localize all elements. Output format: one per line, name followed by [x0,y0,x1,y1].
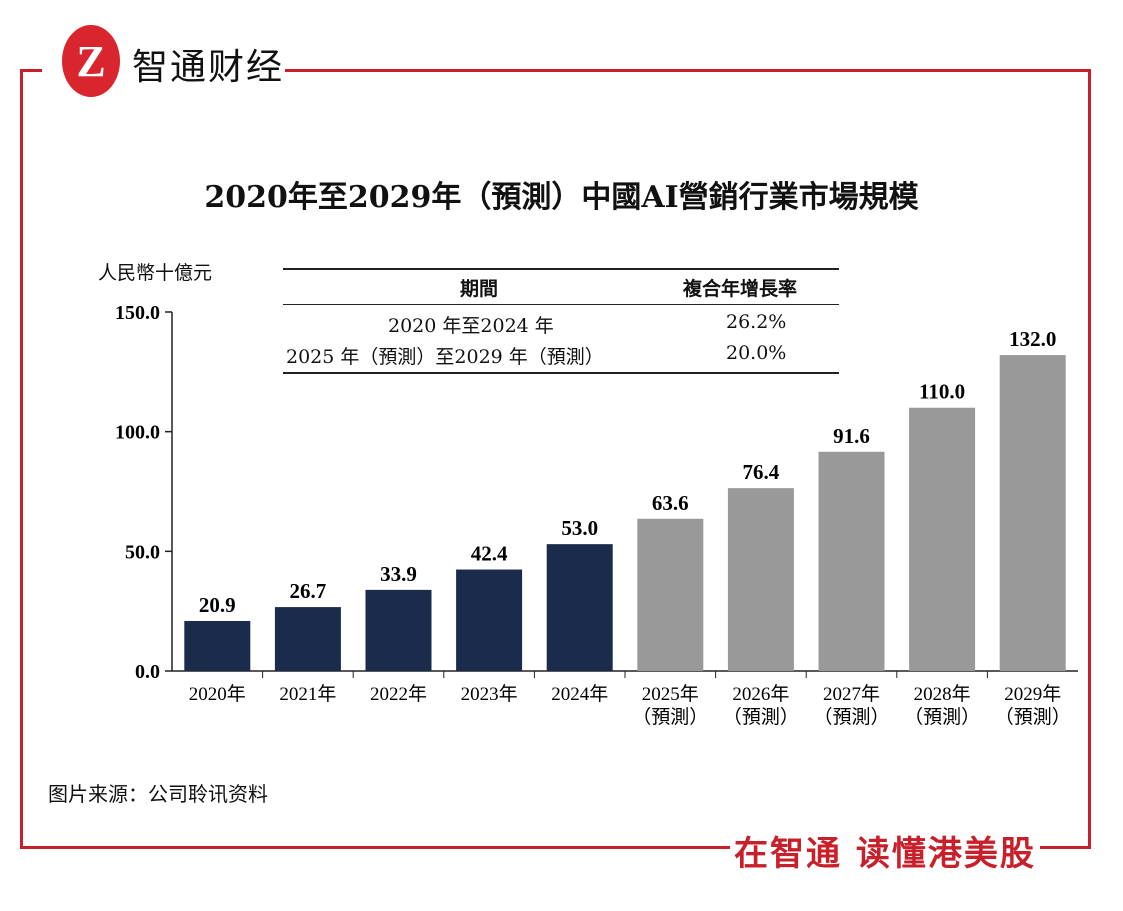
table-bottom-rule [283,372,839,374]
brand-name: 智通财经 [132,47,285,88]
y-tick-label: 150.0 [115,302,160,324]
data-label: 63.6 [652,491,689,515]
data-label: 42.4 [471,542,508,566]
bar [184,620,251,671]
data-label: 33.9 [380,562,417,586]
table-header-period: 期間 [460,278,499,300]
frame-left [20,69,23,849]
y-axis-label: 人民幣十億元 [98,262,213,284]
x-tick-label: 2020年 [189,683,246,705]
chart-title: 2020年至2029年（預測）中國AI營銷行業市場規模 [204,180,919,215]
x-tick-label: （預測） [723,706,799,728]
table-header-rate: 複合年增長率 [683,278,798,300]
x-tick-label: （預測） [632,706,708,728]
bar [727,488,794,671]
x-tick-label: （預測） [813,706,889,728]
x-tick-label: （預測） [904,706,980,728]
frame-bottom [20,846,1091,849]
y-tick-label: 0.0 [135,661,160,683]
data-label: 132.0 [1009,327,1056,351]
x-tick-label: 2029年 [1004,683,1061,705]
table-row-rate: 20.0% [726,342,787,364]
x-tick-label: 2025年 [642,683,699,705]
table-row-period: 2020 年至2024 年 [388,315,554,337]
y-tick-label: 100.0 [115,422,160,444]
bar [365,589,432,671]
frame-top-left [20,69,42,72]
source-note: 图片来源：公司聆讯资料 [48,782,268,806]
data-label: 20.9 [199,593,236,617]
frame-right [1088,69,1091,849]
x-tick-label: 2028年 [914,683,971,705]
logo-letter: Z [76,36,106,86]
bar [818,451,885,671]
x-tick-label: 2022年 [370,683,427,705]
logo: Z [62,25,120,97]
bar [637,518,704,671]
table-row-rate: 26.2% [726,311,787,333]
y-tick-label: 50.0 [125,541,160,563]
table-header-rule [283,304,839,305]
x-tick-label: （預測） [995,706,1071,728]
bar [274,607,341,671]
frame-top [285,69,1091,72]
x-tick-label: 2026年 [732,683,789,705]
data-label: 91.6 [833,424,870,448]
data-label: 110.0 [919,380,965,404]
bar [909,407,976,671]
data-label: 53.0 [561,516,598,540]
x-tick-label: 2021年 [279,683,336,705]
table-row-period: 2025 年（預測）至2029 年（預測） [286,346,604,368]
x-tick-label: 2024年 [551,683,608,705]
bar [546,544,613,671]
bar [456,569,523,671]
slogan: 在智通 读懂港美股 [730,826,1040,875]
x-tick-label: 2023年 [461,683,518,705]
x-tick-label: 2027年 [823,683,880,705]
bar [999,355,1066,671]
data-label: 26.7 [290,579,327,603]
table-top-rule [283,268,839,270]
data-label: 76.4 [743,460,780,484]
